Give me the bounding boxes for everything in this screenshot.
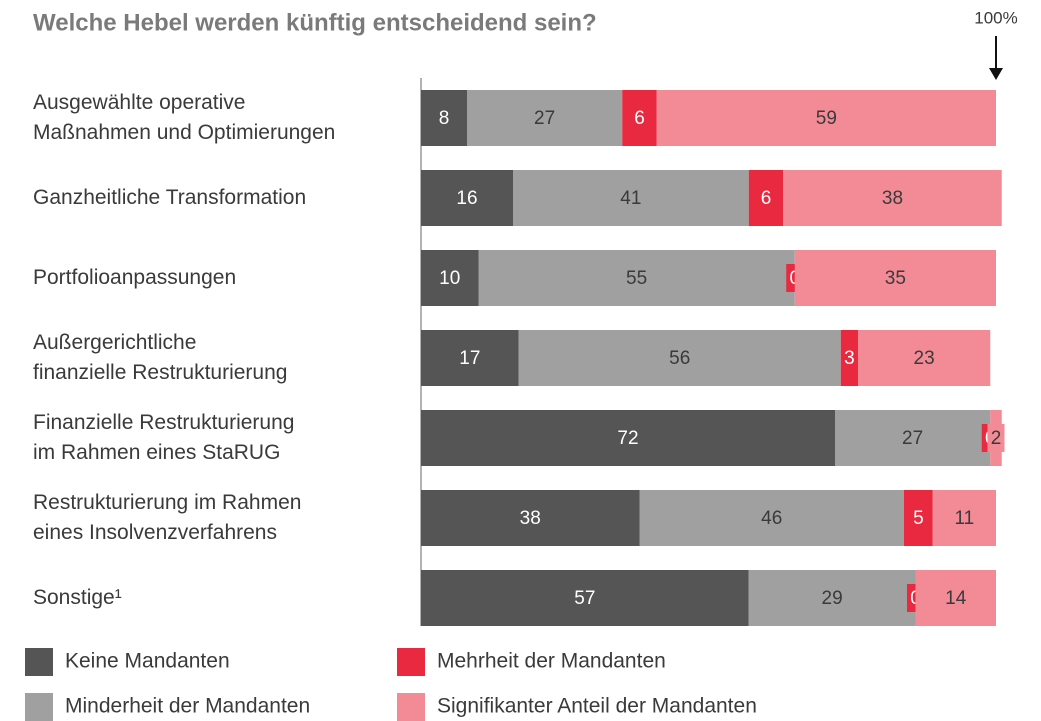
value-label: 72 — [617, 428, 638, 449]
legend-swatch — [397, 648, 425, 676]
legend-label: Signifikanter Anteil der Mandanten — [437, 695, 757, 718]
value-label: 11 — [955, 508, 975, 529]
arrow-head — [989, 68, 1003, 80]
value-label: 57 — [574, 588, 595, 609]
value-label: 6 — [634, 108, 645, 129]
bar-segment — [783, 170, 1002, 226]
bar-segment — [467, 90, 623, 146]
bar-segment — [513, 170, 749, 226]
annotation: 100% — [974, 8, 1017, 27]
category-label: Außergerichtliche finanzielle Restrukturi… — [33, 331, 287, 384]
value-label: 55 — [626, 268, 647, 289]
category-label: Restrukturierung im Rahmen eines Insolven… — [33, 491, 301, 544]
bar-segment — [421, 90, 467, 146]
category-line: Außergerichtliche — [33, 331, 196, 354]
legend-swatch — [25, 648, 53, 676]
category-line: Ganzheitliche Transformation — [33, 186, 306, 209]
category-line: eines Insolvenzverfahrens — [33, 521, 277, 544]
bar-segment — [421, 570, 749, 626]
value-label: 5 — [913, 508, 924, 529]
bar-segment — [421, 410, 835, 466]
value-label: 41 — [620, 188, 641, 209]
bar-segment — [421, 490, 640, 546]
value-label: 38 — [520, 508, 541, 529]
category-label: Finanzielle Restrukturierung im Rahmen ei… — [33, 411, 294, 464]
category-line: finanzielle Restrukturierung — [33, 361, 287, 384]
category-line: Maßnahmen und Optimierungen — [33, 121, 335, 144]
bar-segment — [840, 330, 858, 386]
category-label: Sonstige¹ — [33, 586, 122, 609]
category-line: Restrukturierung im Rahmen — [33, 491, 301, 514]
bar-segment — [858, 330, 991, 386]
bar-segment — [622, 90, 657, 146]
value-label: 8 — [439, 108, 450, 129]
legend-label: Mehrheit der Mandanten — [437, 650, 666, 673]
value-label: 14 — [945, 588, 967, 609]
category-label: Ganzheitliche Transformation — [33, 186, 306, 209]
bar-segment — [748, 570, 916, 626]
category-line: Ausgewählte operative — [33, 91, 245, 114]
value-label: 59 — [816, 108, 837, 129]
value-label: 29 — [822, 588, 843, 609]
value-label: 27 — [902, 428, 923, 449]
bar-segment — [421, 250, 479, 306]
value-label: 3 — [844, 348, 855, 369]
bar-segment — [932, 490, 996, 546]
value-label: 27 — [534, 108, 555, 129]
legend-label: Minderheit der Mandanten — [65, 695, 310, 718]
category-label: Portfolioanpassungen — [33, 266, 236, 289]
bar-segment — [794, 250, 996, 306]
value-label: 2 — [991, 428, 1002, 449]
bar-segment — [518, 330, 841, 386]
bar-segment — [656, 90, 996, 146]
bar-segment — [421, 170, 513, 226]
category-line: Sonstige¹ — [33, 586, 122, 609]
bar-segment — [478, 250, 795, 306]
value-label: 23 — [914, 348, 935, 369]
value-label: 38 — [882, 188, 903, 209]
value-label: 56 — [669, 348, 690, 369]
legend-label: Keine Mandanten — [65, 650, 230, 673]
bar-segment — [748, 170, 784, 226]
legend-swatch — [397, 693, 425, 721]
bar-segment — [904, 490, 933, 546]
legend-swatch — [25, 693, 53, 721]
chart-title: Welche Hebel werden künftig entscheidend… — [33, 9, 597, 36]
value-label: 10 — [439, 268, 460, 289]
value-label: 6 — [761, 188, 772, 209]
value-label: 35 — [885, 268, 906, 289]
bar-segment — [835, 410, 991, 466]
value-label: 17 — [459, 348, 480, 369]
category-line: im Rahmen eines StaRUG — [33, 441, 280, 464]
bar-segment — [421, 330, 519, 386]
category-label: Ausgewählte operative Maßnahmen und Optim… — [33, 91, 335, 144]
bar-segment — [915, 570, 996, 626]
value-label: 46 — [761, 508, 782, 529]
label-bg — [987, 424, 1005, 452]
bar-segment — [639, 490, 904, 546]
value-label: 16 — [456, 188, 477, 209]
category-line: Finanzielle Restrukturierung — [33, 411, 294, 434]
category-line: Portfolioanpassungen — [33, 266, 236, 289]
